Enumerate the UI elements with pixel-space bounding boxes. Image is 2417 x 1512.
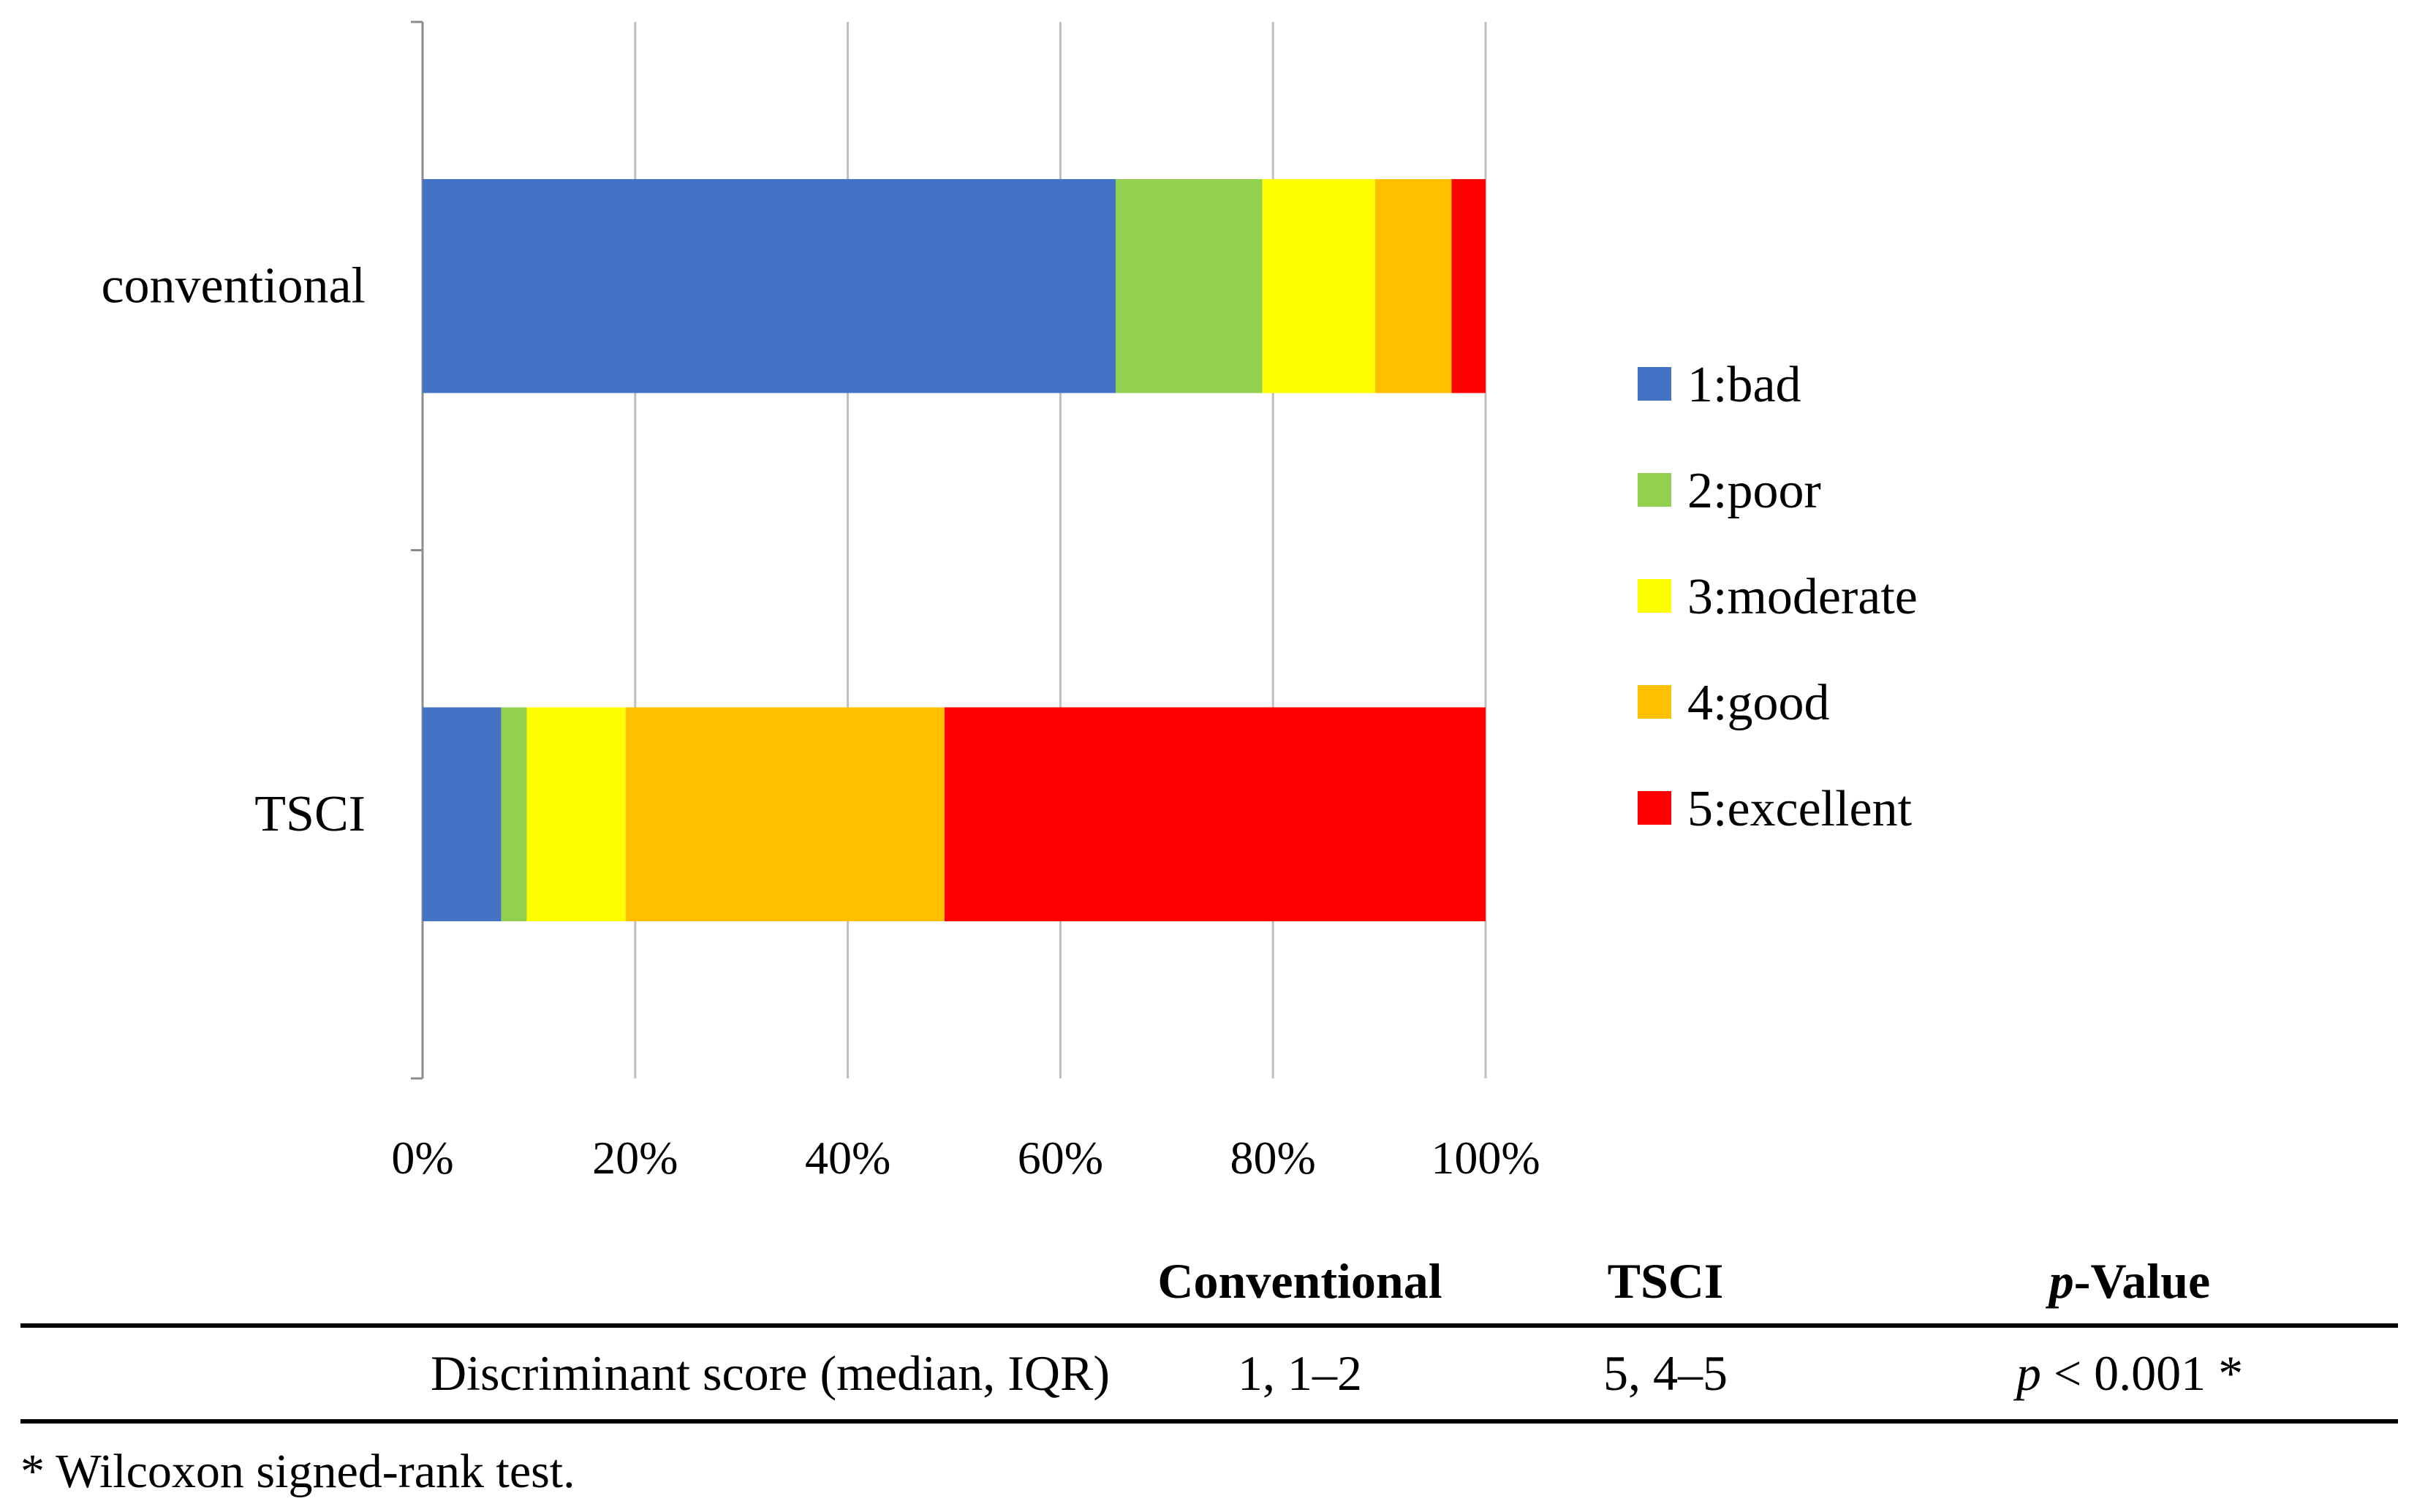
row-label: Discriminant score (median, IQR) [430,1345,1110,1401]
legend-label: 5:excellent [1687,781,1913,837]
legend-label: 4:good [1687,675,1829,731]
x-tick-label: 20% [592,1132,678,1184]
bar-segment [501,707,527,922]
table-header-row: Conventional TSCI p-Value [20,1239,2398,1323]
footnote: * Wilcoxon signed-rank test. [20,1445,575,1498]
x-tick-labels: 0% 20% 40% 60% 80% 100% [391,1132,1540,1184]
results-table: Conventional TSCI p-Value Discriminant s… [20,1239,2398,1424]
x-tick-label: 60% [1018,1132,1103,1184]
cell-tsci: 5, 4–5 [1603,1345,1728,1401]
bar-segment [1262,178,1375,393]
legend-swatch [1638,367,1671,401]
legend-swatch [1638,791,1671,825]
bar-segment [423,707,502,922]
table-row: Discriminant score (median, IQR) 1, 1–2 … [20,1323,2398,1424]
legend-swatch [1638,685,1671,719]
x-tick-label: 40% [805,1132,890,1184]
legend-label: 3:moderate [1687,569,1918,625]
category-labels: conventional TSCI [101,257,366,842]
bar-segment [625,707,945,922]
table-header-p-value: p-Value [2049,1253,2211,1309]
bar-segment [1116,178,1263,393]
category-label: TSCI [254,786,366,842]
legend-swatch [1638,579,1671,613]
table-header-tsci: TSCI [1607,1253,1724,1309]
p-value-word: Value [2090,1253,2211,1309]
bar-segment [526,707,626,922]
stacked-bar-chart: 0% 20% 40% 60% 80% 100% conventional TSCI 1:ba… [101,20,1918,1184]
bars [423,178,1486,922]
x-tick-label: 0% [391,1132,453,1184]
x-tick-label: 100% [1431,1132,1540,1184]
cell-conventional: 1, 1–2 [1238,1345,1362,1401]
legend: 1:bad 2:poor 3:moderate 4:good 5:excellent [1638,357,1918,837]
p-value-text: < 0.001 * [2040,1345,2244,1401]
p-symbol: p [2016,1345,2041,1401]
legend-label: 2:poor [1687,463,1821,519]
bar-segment [1374,178,1452,393]
table-header-conventional: Conventional [1157,1253,1442,1309]
cell-p-value: p < 0.001 * [1885,1345,2375,1402]
y-axis [411,20,424,1080]
bar-segment [423,178,1116,393]
legend-swatch [1638,473,1671,507]
p-symbol: p [2049,1253,2074,1309]
legend-label: 1:bad [1687,357,1801,413]
category-label: conventional [101,257,366,314]
bar-segment [944,707,1486,922]
bar-segment [1451,178,1486,393]
x-tick-label: 80% [1230,1132,1316,1184]
